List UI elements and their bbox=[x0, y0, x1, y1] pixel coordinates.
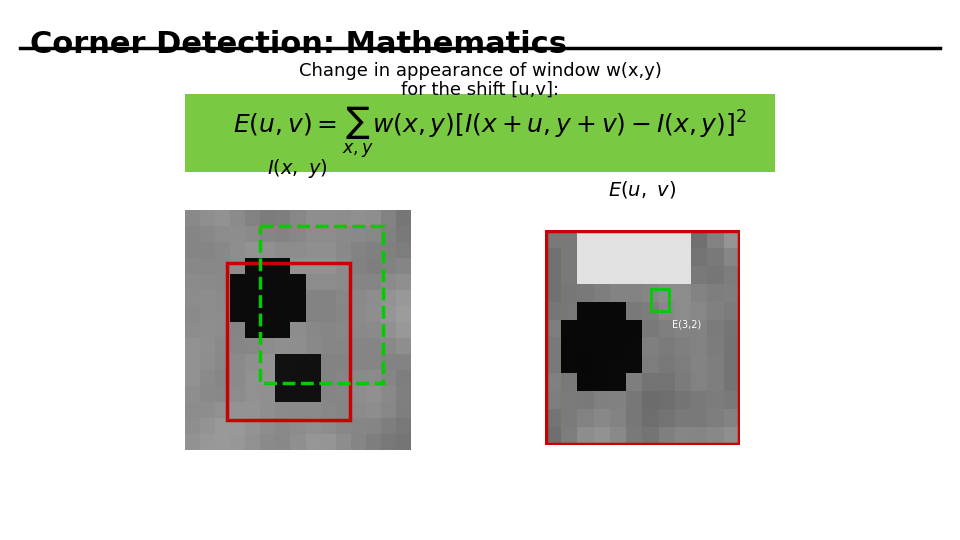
Text: E(3,2): E(3,2) bbox=[672, 320, 701, 329]
Bar bbox=[185, 94, 775, 172]
Text: for the shift [u,v]:: for the shift [u,v]: bbox=[401, 81, 559, 99]
Text: Corner Detection: Mathematics: Corner Detection: Mathematics bbox=[30, 30, 567, 59]
Text: $E(u,v) = \sum_{x,y} w(x,y)\left[I(x+u,y+v)-I(x,y)\right]^2$: $E(u,v) = \sum_{x,y} w(x,y)\left[I(x+u,y… bbox=[233, 104, 747, 160]
Text: $w(x,\ y)$: $w(x,\ y)$ bbox=[254, 406, 321, 428]
Text: Change in appearance of window w(x,y): Change in appearance of window w(x,y) bbox=[299, 62, 661, 80]
Bar bbox=[651, 289, 668, 310]
Bar bbox=[260, 226, 383, 383]
Text: $I(x,\ y)$: $I(x,\ y)$ bbox=[267, 157, 328, 180]
Text: $E(u,\ v)$: $E(u,\ v)$ bbox=[609, 179, 677, 200]
Bar bbox=[227, 263, 350, 420]
